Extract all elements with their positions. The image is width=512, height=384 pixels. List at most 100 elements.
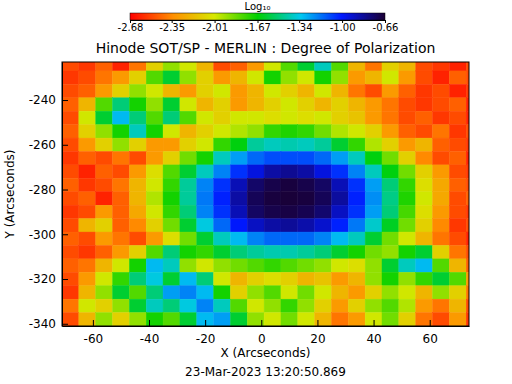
cell (146, 125, 163, 138)
cell (197, 151, 214, 164)
tick-label: -320 (29, 272, 56, 286)
cell (382, 111, 399, 124)
cell (79, 232, 96, 245)
cell (365, 286, 382, 299)
cell (230, 245, 247, 258)
cell (433, 245, 450, 258)
cell (382, 232, 399, 245)
x-axis: -60-40-200204060 (63, 320, 470, 346)
cell (449, 151, 466, 164)
tick-mark (62, 190, 68, 191)
tick-mark (62, 324, 68, 325)
cell (96, 98, 113, 111)
cell (365, 71, 382, 84)
cell (315, 259, 332, 272)
cell (449, 245, 466, 258)
cell (113, 192, 130, 205)
cell (348, 232, 365, 245)
cell (247, 286, 264, 299)
cell (113, 138, 130, 151)
cell (79, 151, 96, 164)
cell (433, 272, 450, 285)
cell (146, 219, 163, 232)
cell (129, 111, 146, 124)
cell (281, 138, 298, 151)
cell (129, 313, 146, 326)
cell (214, 62, 231, 71)
cell (180, 138, 197, 151)
cell (62, 84, 79, 97)
cell (331, 138, 348, 151)
cell (247, 151, 264, 164)
cell (230, 192, 247, 205)
tick-mark (205, 320, 206, 326)
tick-label: -260 (29, 138, 56, 152)
cell (382, 84, 399, 97)
cell (230, 71, 247, 84)
cell (315, 192, 332, 205)
cell (230, 178, 247, 191)
cell (146, 205, 163, 218)
cell (348, 313, 365, 326)
cell (247, 84, 264, 97)
cell (230, 272, 247, 285)
cell (180, 165, 197, 178)
cell (298, 178, 315, 191)
cell (214, 259, 231, 272)
cell (96, 178, 113, 191)
cell (113, 84, 130, 97)
cell (214, 299, 231, 312)
cell (298, 232, 315, 245)
cell (416, 178, 433, 191)
cell (96, 219, 113, 232)
cell (247, 178, 264, 191)
cell (433, 151, 450, 164)
cell (399, 178, 416, 191)
cell (180, 245, 197, 258)
cell (416, 125, 433, 138)
cell (399, 245, 416, 258)
cell (163, 62, 180, 71)
cell (315, 219, 332, 232)
cell (315, 111, 332, 124)
cell (197, 313, 214, 326)
cell (163, 138, 180, 151)
cell (449, 178, 466, 191)
cell (416, 111, 433, 124)
cell (331, 192, 348, 205)
cell (433, 313, 450, 326)
cell (214, 84, 231, 97)
cell (416, 313, 433, 326)
cell (180, 192, 197, 205)
cell (348, 98, 365, 111)
cell (382, 286, 399, 299)
cell (348, 219, 365, 232)
cell (315, 313, 332, 326)
cell (197, 259, 214, 272)
tick-mark (62, 279, 68, 280)
cell (315, 165, 332, 178)
cell (146, 138, 163, 151)
cell (62, 178, 79, 191)
cell (416, 205, 433, 218)
cell (348, 192, 365, 205)
cell (163, 125, 180, 138)
cell (79, 205, 96, 218)
tick-mark (62, 234, 68, 235)
cell (281, 151, 298, 164)
cell (382, 313, 399, 326)
cell (113, 313, 130, 326)
cell (146, 245, 163, 258)
cell (247, 192, 264, 205)
cell (113, 111, 130, 124)
cell (214, 125, 231, 138)
cell (264, 286, 281, 299)
cell (382, 178, 399, 191)
cell (96, 313, 113, 326)
cell (129, 299, 146, 312)
cell (62, 286, 79, 299)
cell (146, 84, 163, 97)
cell (113, 205, 130, 218)
cell (433, 84, 450, 97)
tick-label: -2.68 (118, 22, 144, 33)
